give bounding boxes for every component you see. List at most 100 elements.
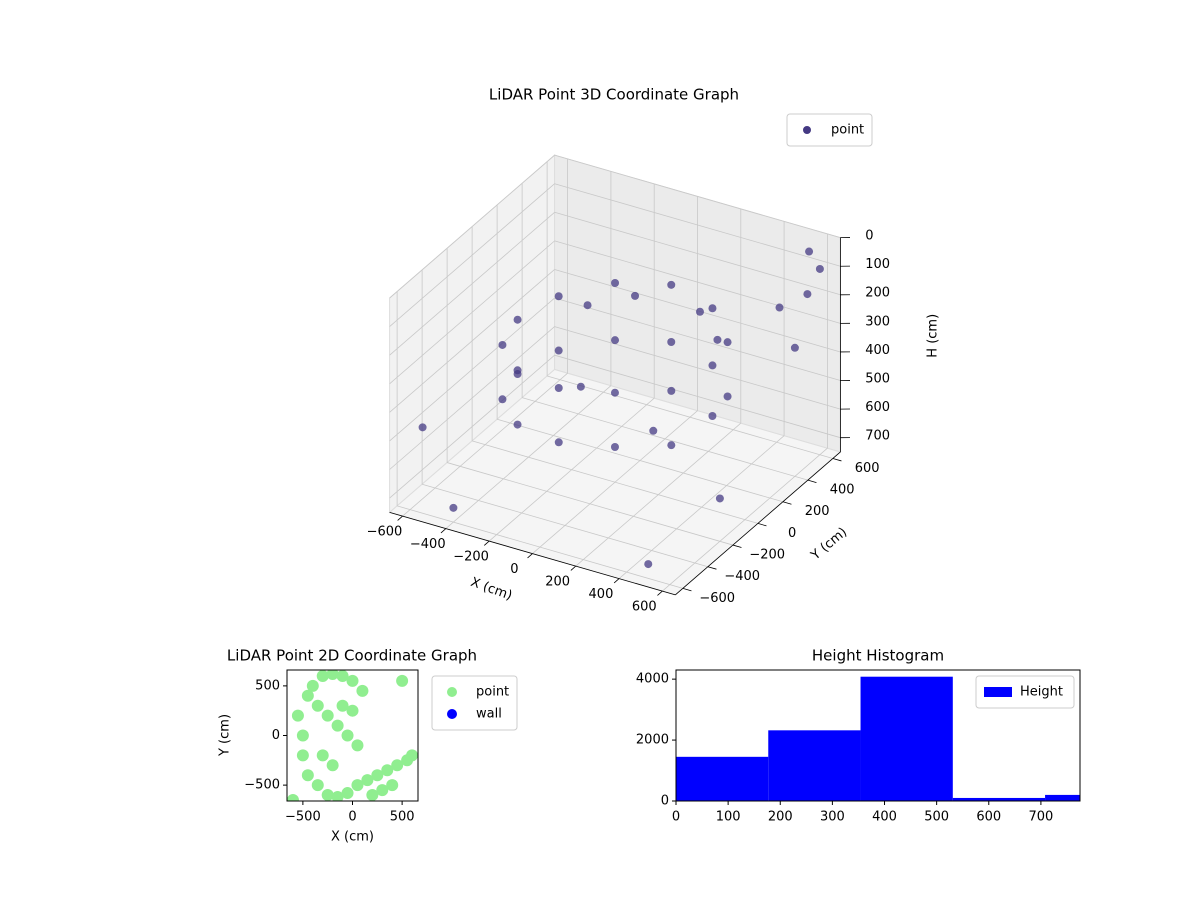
- legend-marker: [447, 687, 457, 697]
- point: [498, 395, 507, 404]
- plot-area: [287, 670, 418, 801]
- point: [346, 674, 359, 687]
- y-tick-label: 0: [272, 728, 280, 743]
- legend-label: Height: [1020, 685, 1063, 700]
- tick-mark: [527, 553, 533, 559]
- grid-line: [554, 183, 841, 267]
- grid-line: [389, 354, 555, 499]
- y-tick-label: −500: [244, 778, 280, 793]
- point: [306, 679, 319, 692]
- point: [723, 392, 732, 401]
- point: [554, 346, 563, 355]
- tick-mark: [440, 528, 447, 534]
- tick-mark: [832, 458, 842, 462]
- axes-frame: [675, 669, 1081, 802]
- point: [341, 729, 354, 742]
- point: [708, 411, 717, 420]
- legend-marker: [803, 126, 811, 134]
- point: [391, 759, 404, 772]
- point: [611, 336, 620, 345]
- x-tick-label: 300: [820, 810, 845, 825]
- point: [371, 769, 384, 782]
- point: [611, 278, 620, 287]
- bar: [768, 730, 861, 801]
- point: [346, 704, 359, 717]
- z-tick-label: 500: [865, 371, 890, 386]
- point: [311, 699, 324, 712]
- grid-line: [496, 418, 784, 503]
- point: [667, 338, 676, 347]
- point: [583, 301, 592, 310]
- y-tick-label: 4000: [636, 672, 669, 687]
- grid-line: [554, 240, 841, 324]
- bar: [676, 756, 769, 801]
- x-tick-label: −600: [367, 524, 403, 539]
- grid-line: [389, 211, 555, 356]
- grid-line: [554, 211, 841, 296]
- point: [723, 338, 732, 347]
- grid-line: [389, 269, 555, 413]
- point: [513, 315, 522, 324]
- legend-swatch: [984, 687, 1012, 697]
- x-axis-label: X (cm): [331, 830, 374, 845]
- grid-line: [554, 297, 841, 381]
- z-tick-label: 0: [865, 229, 873, 244]
- point: [287, 794, 299, 801]
- tick-mark: [657, 590, 663, 596]
- point: [695, 307, 704, 316]
- point: [396, 674, 409, 687]
- point: [708, 304, 717, 313]
- point: [649, 426, 658, 435]
- grid-line: [446, 462, 734, 546]
- y-tick-label: −400: [724, 569, 760, 584]
- point: [326, 759, 339, 772]
- point: [366, 789, 379, 801]
- y-tick-label: 500: [255, 678, 280, 693]
- point: [336, 670, 349, 682]
- point: [326, 670, 339, 680]
- grid-line: [554, 326, 841, 410]
- grid-line: [471, 440, 759, 524]
- x-tick-label: 600: [632, 599, 657, 614]
- z-axis-label: H (cm): [926, 314, 941, 358]
- point: [316, 670, 329, 682]
- x-tick-label: −200: [453, 549, 489, 564]
- point: [631, 291, 640, 300]
- y-tick-label: 600: [855, 461, 880, 476]
- x-tick-label: 500: [390, 810, 415, 825]
- point: [644, 560, 653, 569]
- tick-mark: [782, 501, 792, 505]
- y-tick-label: −600: [699, 591, 735, 606]
- point: [291, 709, 304, 722]
- point: [386, 779, 399, 792]
- point: [316, 749, 329, 762]
- x-tick-label: 700: [1028, 810, 1053, 825]
- z-tick-label: 700: [865, 429, 890, 444]
- tick-mark: [483, 540, 490, 546]
- x-axis-line: [389, 511, 676, 596]
- point: [296, 749, 309, 762]
- point: [321, 709, 334, 722]
- y-tick-label: 400: [830, 483, 855, 498]
- x-tick-label: 0: [510, 562, 518, 577]
- point: [554, 438, 563, 447]
- point: [576, 382, 585, 391]
- chart-title: LiDAR Point 2D Coordinate Graph: [227, 647, 477, 665]
- legend-box: [975, 675, 1075, 709]
- x-tick-label: −500: [285, 810, 321, 825]
- tick-mark: [807, 479, 817, 483]
- point: [351, 779, 364, 792]
- grid-line: [554, 154, 841, 239]
- z-tick-label: 200: [865, 286, 890, 301]
- z-tick-label: 100: [865, 257, 890, 272]
- tick-mark: [613, 578, 620, 584]
- point: [336, 699, 349, 712]
- x-tick-label: 200: [768, 810, 793, 825]
- legend-label: point: [831, 123, 864, 138]
- point: [610, 388, 619, 397]
- x-tick-label: −400: [410, 537, 446, 552]
- legend-label: wall: [476, 707, 502, 722]
- tick-mark: [707, 566, 717, 570]
- point: [815, 264, 824, 273]
